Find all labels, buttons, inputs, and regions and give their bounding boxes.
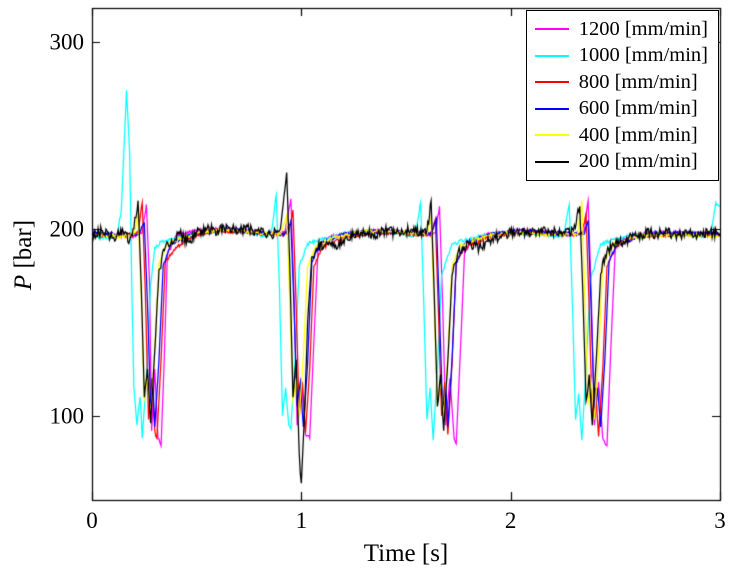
legend-entry: 1000 [mm/min] [534, 43, 708, 70]
x-tick-label: 2 [504, 508, 517, 533]
legend-entry: 1200 [mm/min] [534, 16, 708, 43]
legend-label: 200 [mm/min] [578, 150, 698, 173]
legend-line-swatch [534, 54, 569, 57]
legend-line-swatch [534, 160, 569, 163]
y-tick-label: 200 [49, 216, 85, 242]
x-tick-label: 1 [295, 508, 308, 533]
legend: 1200 [mm/min] 1000 [mm/min] 800 [mm/min] 60… [525, 10, 719, 181]
legend-line-swatch [534, 134, 569, 137]
legend-label: 1200 [mm/min] [578, 17, 708, 40]
legend-entry: 600 [mm/min] [534, 96, 708, 123]
legend-label: 600 [mm/min] [578, 97, 698, 120]
legend-label: 800 [mm/min] [578, 70, 698, 93]
legend-label: 400 [mm/min] [578, 123, 698, 146]
legend-entry: 400 [mm/min] [534, 122, 708, 149]
y-axis-label: P [bar] [10, 135, 38, 375]
x-axis-label: Time [s] [363, 540, 449, 567]
legend-line-swatch [534, 107, 569, 110]
y-axis-label-symbol: P [10, 274, 37, 291]
legend-entry: 200 [mm/min] [534, 149, 708, 176]
legend-entry: 800 [mm/min] [534, 69, 708, 96]
legend-line-swatch [534, 81, 569, 84]
y-tick-label: 100 [49, 403, 85, 429]
legend-label: 1000 [mm/min] [578, 44, 708, 67]
x-tick-label: 3 [714, 508, 726, 533]
x-tick-label: 0 [86, 508, 98, 533]
legend-line-swatch [534, 28, 569, 31]
y-tick-label: 300 [49, 29, 85, 55]
